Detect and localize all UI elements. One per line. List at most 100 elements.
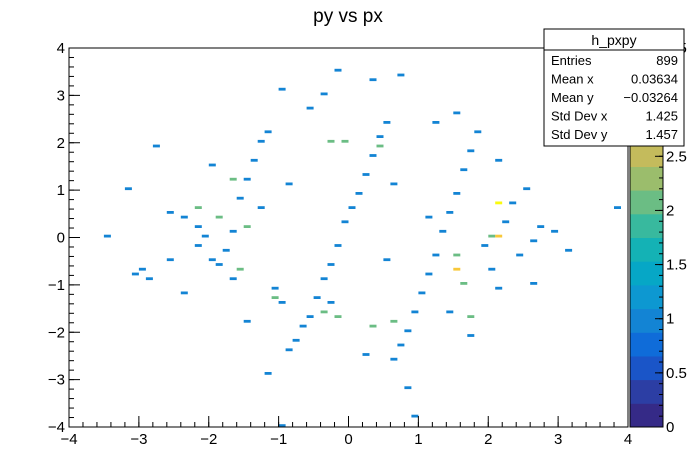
y-tick-label: 0 bbox=[57, 230, 65, 247]
color-scale-segment bbox=[630, 308, 663, 333]
stats-label: Mean x bbox=[551, 72, 594, 87]
stats-label: Std Dev x bbox=[551, 109, 608, 124]
bin-cell bbox=[306, 315, 314, 318]
bin-cell bbox=[565, 248, 573, 252]
stats-label: Mean y bbox=[551, 90, 594, 105]
color-scale-segment bbox=[630, 142, 663, 167]
x-tick-label: −4 bbox=[60, 431, 77, 448]
z-tick-label: 0 bbox=[666, 419, 674, 436]
bin-cell bbox=[362, 353, 370, 356]
bin-cell bbox=[341, 220, 349, 224]
bin-cell bbox=[124, 187, 132, 191]
stats-value: 1.457 bbox=[645, 127, 678, 142]
bin-cell bbox=[222, 248, 230, 252]
bins-layer bbox=[103, 68, 621, 427]
x-tick-label: −3 bbox=[130, 431, 147, 448]
bin-cell bbox=[264, 372, 272, 375]
bin-cell bbox=[103, 234, 111, 238]
bin-cell bbox=[453, 267, 461, 271]
color-scale-segment bbox=[630, 284, 663, 310]
bin-cell bbox=[446, 211, 454, 214]
bin-cell bbox=[236, 267, 244, 271]
bin-cell bbox=[488, 267, 496, 271]
y-tick-label: −3 bbox=[48, 372, 65, 389]
bin-cell bbox=[278, 301, 286, 304]
x-axis: −4 −3 −2 −1 0 1 2 3 4 bbox=[60, 416, 632, 448]
stats-rows: Entries 899 Mean x 0.03634 Mean y −0.03264 Std… bbox=[551, 53, 678, 142]
bin-cell bbox=[383, 258, 391, 262]
bin-cell bbox=[152, 144, 160, 148]
bin-cell bbox=[551, 229, 559, 233]
bin-cell bbox=[243, 319, 251, 323]
bin-cell bbox=[138, 267, 146, 271]
bin-cell bbox=[404, 386, 412, 390]
bin-cell bbox=[390, 319, 398, 323]
bin-cell bbox=[453, 192, 461, 195]
bin-cell bbox=[194, 244, 202, 247]
bin-cell bbox=[390, 357, 398, 361]
z-tick-label: 0.5 bbox=[666, 365, 687, 382]
x-tick-label: 1 bbox=[414, 431, 422, 448]
bin-cell bbox=[404, 329, 412, 333]
bin-cell bbox=[243, 177, 251, 181]
bin-cell bbox=[376, 135, 384, 138]
bin-cell bbox=[166, 258, 174, 262]
y-tick-label: 2 bbox=[57, 135, 65, 152]
bin-cell bbox=[530, 239, 538, 243]
color-scale-segment bbox=[630, 166, 663, 191]
bin-cell bbox=[453, 253, 461, 257]
bin-cell bbox=[306, 106, 314, 110]
stats-box-frame bbox=[543, 28, 685, 147]
bin-cell bbox=[327, 139, 335, 143]
bin-cell bbox=[397, 343, 405, 347]
bin-cell bbox=[537, 225, 545, 228]
bin-cell bbox=[369, 78, 377, 82]
bin-cell bbox=[327, 263, 335, 266]
bin-cell bbox=[180, 291, 188, 295]
y-tick-label: −2 bbox=[48, 324, 65, 341]
bin-cell bbox=[488, 234, 496, 238]
bin-cell bbox=[257, 206, 265, 209]
z-tick-label: 2 bbox=[666, 202, 674, 219]
bin-cell bbox=[411, 414, 419, 418]
color-scale-segment bbox=[630, 237, 663, 262]
bin-cell bbox=[439, 229, 447, 233]
color-scale-segment bbox=[630, 403, 663, 428]
bin-cell bbox=[460, 168, 468, 172]
bin-cell bbox=[334, 315, 342, 318]
bin-cell bbox=[390, 182, 398, 186]
bin-cell bbox=[369, 324, 377, 328]
bin-cell bbox=[495, 286, 503, 290]
color-scale-segment bbox=[630, 213, 663, 238]
bin-cell bbox=[453, 111, 461, 115]
bin-cell bbox=[257, 139, 265, 143]
stats-value: 1.425 bbox=[645, 109, 678, 124]
bin-cell bbox=[334, 68, 342, 72]
bin-cell bbox=[369, 154, 377, 157]
bin-cell bbox=[327, 301, 335, 304]
bin-cell bbox=[467, 334, 475, 337]
chart-title: py vs px bbox=[313, 6, 383, 27]
bin-cell bbox=[215, 215, 223, 219]
x-tick-label: −1 bbox=[270, 431, 287, 448]
bin-cell bbox=[460, 282, 468, 285]
bin-cell bbox=[166, 211, 174, 214]
bin-cell bbox=[180, 215, 188, 219]
bin-cell bbox=[355, 192, 363, 195]
bin-cell bbox=[474, 130, 482, 134]
x-tick-label: 0 bbox=[344, 431, 352, 448]
bin-cell bbox=[131, 272, 139, 276]
stats-box: h_pxpy Entries 899 Mean x 0.03634 Mean y −0.0… bbox=[543, 28, 685, 147]
bin-cell bbox=[614, 206, 621, 209]
bin-cell bbox=[229, 229, 237, 233]
bin-cell bbox=[236, 196, 244, 200]
z-tick-label: 2.5 bbox=[666, 148, 687, 165]
bin-cell bbox=[320, 310, 328, 314]
bin-cell bbox=[530, 282, 538, 285]
color-scale-segment bbox=[630, 261, 663, 286]
y-tick-label: 4 bbox=[57, 40, 65, 57]
bin-cell bbox=[201, 234, 209, 238]
bin-cell bbox=[243, 225, 251, 228]
z-tick-label: 1.5 bbox=[666, 257, 687, 274]
